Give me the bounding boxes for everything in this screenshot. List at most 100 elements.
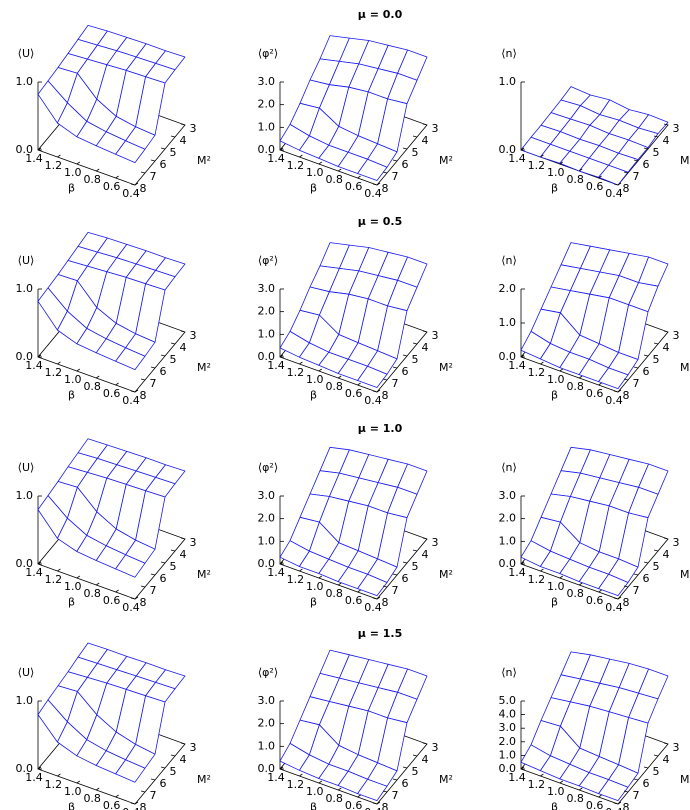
x-tick xyxy=(57,155,60,157)
z-tick-label: 1.0 xyxy=(499,748,517,761)
y-tick xyxy=(161,562,165,563)
panel: 0.01.01.41.21.00.80.60.4345678βM²⟨U⟩ xyxy=(16,439,211,614)
x-tick-label: 1.0 xyxy=(64,166,82,179)
x-tick xyxy=(116,176,119,178)
y-tick-label: 6 xyxy=(643,365,650,378)
x-tick xyxy=(599,383,602,385)
x-tick-label: 1.0 xyxy=(547,580,565,593)
y-tick xyxy=(403,562,407,563)
y-tick xyxy=(413,755,417,756)
y-tick-label: 4 xyxy=(422,548,429,561)
x-tick-label: 1.4 xyxy=(267,771,285,784)
y-tick xyxy=(614,598,618,599)
x-axis-label: β xyxy=(551,596,558,609)
x-tick-label: 0.8 xyxy=(325,173,343,186)
x-tick-label: 0.6 xyxy=(345,799,363,810)
y-tick xyxy=(151,779,155,780)
y-tick-label: 4 xyxy=(180,341,187,354)
x-tick-label: 0.8 xyxy=(566,173,584,186)
x-tick-label: 1.2 xyxy=(528,573,546,586)
y-tick-label: 7 xyxy=(150,584,157,597)
y-tick xyxy=(393,779,397,780)
z-tick-label: 1.0 xyxy=(258,327,276,340)
y-tick-label: 5 xyxy=(412,353,419,366)
y-tick-label: 5 xyxy=(170,765,177,778)
y-tick-label: 4 xyxy=(663,753,670,766)
x-tick-label: 0.8 xyxy=(83,173,101,186)
page: 0.01.01.41.21.00.80.60.4345678βM²⟨U⟩ 0.01… xyxy=(0,0,690,810)
x-tick xyxy=(579,376,582,378)
y-tick-label: 5 xyxy=(653,560,660,573)
y-tick-label: 5 xyxy=(653,146,660,159)
x-tick-label: 0.8 xyxy=(325,587,343,600)
y-tick-label: 3 xyxy=(432,536,439,549)
panel: 0.01.02.03.01.41.21.00.80.60.4345678βM²⟨… xyxy=(499,447,690,614)
x-tick-label: 0.8 xyxy=(83,587,101,600)
y-tick xyxy=(171,755,175,756)
x-tick xyxy=(319,781,322,783)
x-tick-label: 1.2 xyxy=(287,366,305,379)
x-tick-label: 0.4 xyxy=(122,394,140,407)
y-tick-label: 6 xyxy=(402,777,409,790)
x-tick-label: 1.4 xyxy=(25,152,43,165)
x-tick-label: 0.8 xyxy=(566,587,584,600)
x-tick xyxy=(338,169,341,171)
y-tick xyxy=(171,343,175,344)
x-tick-label: 0.6 xyxy=(103,594,121,607)
x-tick-label: 1.2 xyxy=(45,366,63,379)
y-tick-label: 3 xyxy=(432,122,439,135)
x-tick-label: 1.0 xyxy=(306,166,324,179)
x-tick xyxy=(540,362,543,364)
x-tick xyxy=(358,176,361,178)
panel: 0.01.01.41.21.00.80.60.4345678βM²⟨U⟩ xyxy=(16,643,211,810)
z-axis-label: ⟨U⟩ xyxy=(18,461,35,474)
y-tick xyxy=(413,136,417,137)
z-axis-label: ⟨U⟩ xyxy=(18,666,35,679)
y-tick-label: 3 xyxy=(673,741,680,754)
z-tick-label: 1.0 xyxy=(258,120,276,133)
x-tick-label: 0.4 xyxy=(122,187,140,200)
x-tick-label: 1.0 xyxy=(64,373,82,386)
y-tick-label: 7 xyxy=(633,170,640,183)
x-tick xyxy=(96,583,99,585)
y-tick-label: 5 xyxy=(653,765,660,778)
x-tick-label: 1.2 xyxy=(528,778,546,791)
y-tick-label: 6 xyxy=(402,365,409,378)
y-tick xyxy=(403,767,407,768)
x-axis-label: β xyxy=(68,801,75,810)
x-tick-label: 1.2 xyxy=(45,778,63,791)
y-tick-label: 5 xyxy=(412,560,419,573)
y-tick-label: 8 xyxy=(623,389,630,402)
y-tick xyxy=(171,550,175,551)
y-axis-label: M² xyxy=(680,361,690,374)
y-tick-label: 4 xyxy=(180,134,187,147)
x-axis-label: β xyxy=(310,801,317,810)
y-tick xyxy=(403,355,407,356)
y-tick-label: 6 xyxy=(160,158,167,171)
z-axis-label: ⟨n⟩ xyxy=(501,254,517,267)
z-axis-label: ⟨φ²⟩ xyxy=(258,47,278,60)
y-tick xyxy=(634,574,638,575)
x-tick-label: 0.6 xyxy=(345,180,363,193)
y-tick-label: 7 xyxy=(633,377,640,390)
x-tick-label: 0.6 xyxy=(586,799,604,810)
y-tick-label: 6 xyxy=(643,777,650,790)
x-tick-label: 0.6 xyxy=(345,594,363,607)
y-axis-label: M² xyxy=(680,568,690,581)
x-tick-label: 1.0 xyxy=(64,785,82,798)
y-tick-label: 8 xyxy=(623,182,630,195)
y-tick xyxy=(131,391,135,392)
x-tick-label: 0.6 xyxy=(103,180,121,193)
row-title: μ = 1.5 xyxy=(358,627,402,640)
x-tick xyxy=(77,576,80,578)
x-tick-label: 1.2 xyxy=(528,366,546,379)
x-axis-label: β xyxy=(551,182,558,195)
x-tick-label: 1.4 xyxy=(508,152,526,165)
z-axis-label: ⟨U⟩ xyxy=(18,47,35,60)
y-tick xyxy=(664,331,668,332)
y-tick xyxy=(151,367,155,368)
x-tick-label: 1.0 xyxy=(547,785,565,798)
y-tick xyxy=(413,343,417,344)
y-tick xyxy=(161,355,165,356)
